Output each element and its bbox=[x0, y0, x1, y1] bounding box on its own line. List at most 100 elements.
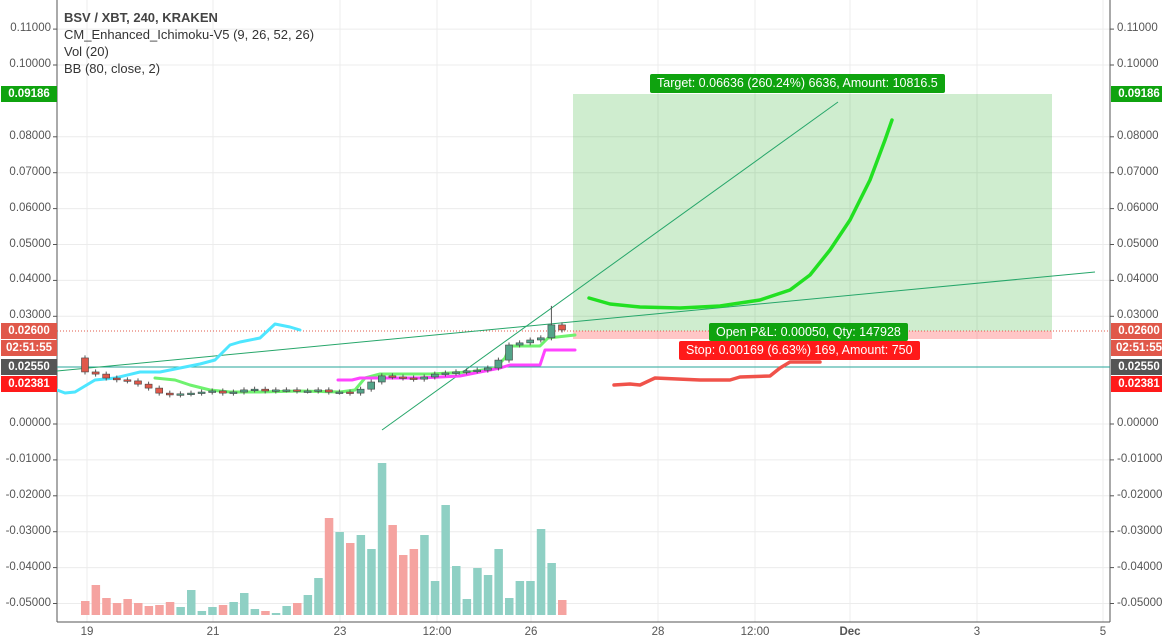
candle bbox=[282, 389, 291, 392]
volume-bar bbox=[102, 598, 111, 615]
volume-bar bbox=[303, 595, 313, 615]
volume-bar bbox=[293, 603, 302, 615]
volume-bar bbox=[388, 525, 397, 615]
volume-bar bbox=[314, 578, 323, 615]
volume-bar bbox=[91, 585, 101, 615]
candle bbox=[377, 375, 386, 383]
time-tick-label: 26 bbox=[524, 626, 538, 638]
ichimoku-base-line bbox=[336, 348, 577, 382]
volume-bar bbox=[377, 463, 387, 615]
volume-bar bbox=[282, 606, 291, 615]
candle bbox=[335, 391, 344, 394]
candle bbox=[176, 393, 185, 396]
time-tick-label: 12:00 bbox=[740, 626, 770, 638]
volume-bar bbox=[420, 535, 429, 615]
price-tag-right: 0.02381 bbox=[1111, 376, 1162, 393]
candle bbox=[250, 388, 259, 391]
candle bbox=[134, 380, 142, 385]
open-pnl-label[interactable]: Open P&L: 0.00050, Qty: 147928 bbox=[709, 323, 908, 341]
price-tick-label: -0.03000 bbox=[1117, 524, 1162, 537]
indicator-volume[interactable]: Vol (20) bbox=[64, 44, 109, 59]
price-tick-label: -0.05000 bbox=[1117, 596, 1162, 609]
candle bbox=[314, 389, 323, 392]
price-tick-label: -0.02000 bbox=[1117, 488, 1162, 501]
candle bbox=[430, 373, 439, 378]
volume-bar bbox=[441, 505, 450, 615]
candle bbox=[399, 376, 407, 379]
volume-bar bbox=[536, 529, 546, 615]
time-tick-label: 28 bbox=[651, 626, 665, 638]
candle bbox=[303, 390, 312, 393]
price-tag-right: 0.02550 bbox=[1111, 358, 1162, 375]
candle bbox=[536, 337, 545, 341]
candle bbox=[293, 389, 301, 392]
target-zone bbox=[573, 94, 1052, 331]
price-tag-left: 0.02600 bbox=[1, 322, 57, 339]
price-tick-label: 0.08000 bbox=[9, 129, 51, 142]
volume-bar bbox=[367, 549, 376, 615]
volume-bar bbox=[452, 566, 461, 615]
target-label[interactable]: Target: 0.06636 (260.24%) 6636, Amount: … bbox=[650, 74, 945, 93]
candle bbox=[187, 392, 195, 395]
volume-bar bbox=[261, 611, 270, 615]
stop-label[interactable]: Stop: 0.00169 (6.63%) 169, Amount: 750 bbox=[679, 341, 920, 360]
symbol-title: BSV / XBT, 240, KRAKEN bbox=[64, 10, 218, 25]
candle bbox=[505, 344, 513, 361]
volume-bar bbox=[218, 605, 228, 615]
time-tick-label: 3 bbox=[973, 626, 981, 638]
time-tick-label: 19 bbox=[80, 626, 94, 638]
price-tick-label: 0.06000 bbox=[1117, 201, 1159, 214]
volume-bar bbox=[165, 602, 175, 615]
candle bbox=[558, 324, 566, 331]
candle bbox=[420, 376, 429, 380]
time-tick-label: 5 bbox=[1099, 626, 1107, 638]
volume-bar bbox=[123, 599, 132, 615]
volume-bar bbox=[409, 549, 419, 615]
volume-bar bbox=[558, 600, 567, 615]
candle bbox=[388, 375, 397, 378]
volume-bar bbox=[494, 549, 503, 615]
price-tick-label: 0.00000 bbox=[1117, 417, 1159, 429]
price-tick-label: 0.08000 bbox=[1117, 129, 1159, 142]
volume-bar bbox=[335, 532, 344, 615]
candle bbox=[219, 390, 227, 394]
volume-bar bbox=[505, 598, 514, 615]
price-tick-label: 0.10000 bbox=[9, 58, 51, 70]
candle bbox=[494, 359, 503, 369]
indicator-ichimoku[interactable]: CM_Enhanced_Ichimoku-V5 (9, 26, 52, 26) bbox=[64, 27, 315, 42]
volume-bar bbox=[155, 605, 164, 615]
price-tick-label: 0.03000 bbox=[9, 309, 51, 322]
candle bbox=[324, 389, 333, 393]
ichimoku-lagging-line bbox=[612, 360, 822, 387]
bollinger-band-line bbox=[55, 322, 302, 395]
candle bbox=[91, 371, 100, 375]
volume-bar bbox=[399, 555, 408, 615]
trend-line bbox=[56, 271, 1096, 372]
volume-bar bbox=[473, 568, 482, 615]
price-tick-label: -0.05000 bbox=[5, 596, 51, 609]
drawn-projection-curve bbox=[587, 118, 894, 310]
indicator-bb[interactable]: BB (80, close, 2) bbox=[64, 61, 161, 76]
candle bbox=[462, 370, 471, 373]
volume-bar bbox=[515, 581, 525, 615]
candle bbox=[473, 369, 482, 372]
volume-bar bbox=[547, 563, 556, 615]
candle bbox=[166, 392, 174, 396]
price-tick-label: -0.01000 bbox=[5, 452, 51, 465]
price-tick-label: 0.07000 bbox=[1117, 165, 1159, 178]
price-tag-left: 0.02381 bbox=[1, 376, 57, 393]
candle bbox=[452, 371, 460, 374]
price-tick-label: -0.04000 bbox=[5, 560, 51, 573]
volume-bar bbox=[176, 607, 185, 615]
price-tick-label: -0.01000 bbox=[1117, 452, 1162, 465]
candle bbox=[102, 373, 110, 379]
volume-bar bbox=[324, 518, 334, 615]
volume-bar bbox=[356, 535, 366, 615]
candle bbox=[261, 388, 270, 392]
candle bbox=[81, 357, 89, 373]
volume-bar bbox=[462, 599, 472, 615]
candle bbox=[515, 342, 524, 346]
candle bbox=[367, 381, 376, 390]
volume-bar bbox=[250, 609, 260, 615]
